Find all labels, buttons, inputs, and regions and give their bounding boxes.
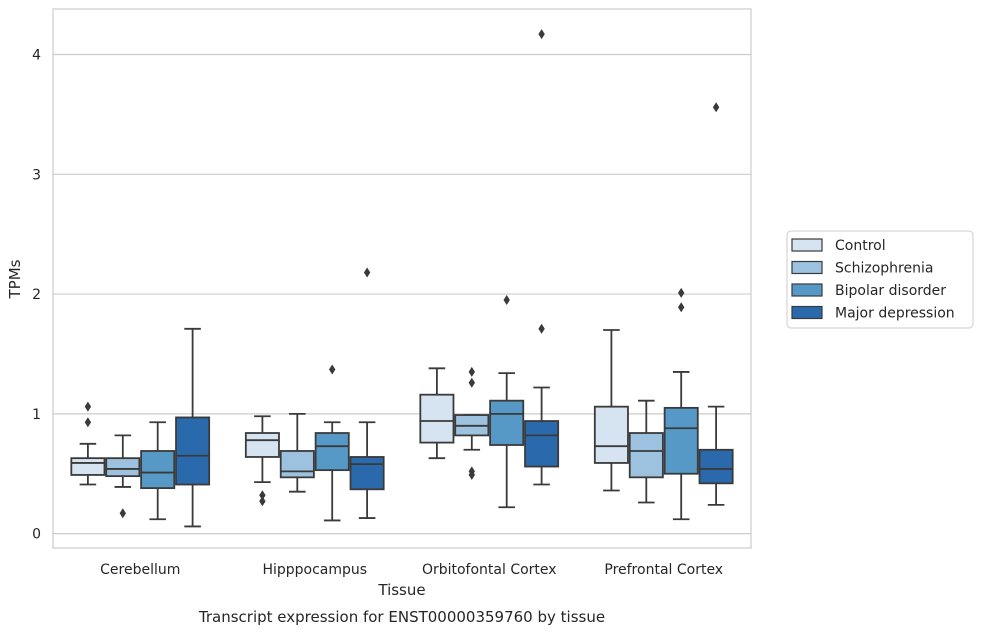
legend-label: Schizophrenia — [835, 261, 933, 277]
box-2-3 — [524, 29, 560, 486]
x-tick-label: Hipppocampus — [262, 562, 367, 578]
outlier-point — [363, 267, 371, 278]
box-2-1 — [454, 366, 490, 480]
box-iqr — [279, 450, 315, 479]
outlier-point — [468, 377, 475, 388]
box-3-0 — [593, 329, 629, 492]
box-0-1 — [105, 434, 141, 519]
box-0-2 — [140, 421, 176, 521]
box-marks — [70, 29, 734, 528]
outlier-point — [678, 287, 685, 298]
box-iqr — [175, 416, 211, 486]
box-2-2 — [489, 295, 525, 509]
outlier-point — [538, 29, 545, 40]
grid-lines — [53, 53, 751, 535]
box-iqr — [70, 457, 106, 476]
outlier-point — [678, 302, 685, 313]
y-tick-label: 0 — [32, 527, 41, 543]
legend: Control Schizophrenia Bipolar disorder Majo… — [786, 230, 974, 329]
y-tick-label: 2 — [32, 287, 41, 303]
box-2-0 — [419, 367, 455, 460]
x-tick-label: Orbitofontal Cortex — [422, 562, 557, 578]
outlier-point — [259, 496, 266, 507]
box-iqr — [593, 405, 629, 464]
outlier-point — [468, 366, 475, 377]
legend-swatch — [791, 260, 823, 275]
y-tick-label: 1 — [32, 407, 41, 423]
box-3-2 — [663, 287, 699, 521]
outlier-point — [538, 323, 545, 334]
outlier-point — [84, 417, 92, 428]
box-3-1 — [628, 399, 664, 504]
box-0-3 — [175, 327, 211, 528]
box-1-2 — [314, 364, 350, 522]
y-tick-label: 4 — [32, 48, 41, 64]
x-axis-title: Tissue — [377, 581, 425, 599]
box-3-3 — [698, 102, 734, 506]
legend-swatch — [791, 238, 823, 252]
box-iqr — [663, 406, 699, 475]
x-tick-label: Cerebellum — [100, 562, 180, 578]
outlier-point — [119, 508, 126, 519]
box-iqr — [349, 456, 385, 491]
plot-frame — [52, 8, 752, 549]
outlier-point — [468, 466, 475, 477]
x-tick-labels: Cerebellum Hipppocampus Orbitofontal Corte… — [100, 562, 723, 578]
y-axis-title: TPMs — [6, 259, 24, 299]
legend-label: Control — [835, 238, 886, 254]
y-tick-labels: 0 1 2 3 4 — [32, 48, 41, 543]
outlier-point — [503, 295, 510, 306]
box-iqr — [105, 457, 141, 478]
box-1-3 — [349, 267, 385, 519]
outlier-point — [329, 364, 336, 375]
box-iqr — [524, 420, 560, 468]
box-1-1 — [279, 412, 315, 493]
box-iqr — [140, 450, 176, 490]
legend-swatch — [791, 283, 823, 297]
box-0-0 — [70, 401, 106, 486]
box-1-0 — [244, 415, 280, 507]
legend-frame — [786, 230, 974, 329]
legend-swatch — [791, 305, 823, 320]
legend-label: Bipolar disorder — [835, 283, 946, 299]
outlier-point — [712, 102, 720, 113]
box-iqr — [244, 432, 280, 458]
outlier-point — [84, 401, 92, 412]
y-tick-label: 3 — [32, 167, 41, 183]
outlier-point — [259, 490, 266, 501]
box-iqr — [314, 432, 350, 472]
legend-label: Major depression — [835, 306, 955, 322]
box-iqr — [698, 448, 734, 485]
x-tick-label: Prefrontal Cortex — [604, 562, 723, 578]
box-iqr — [489, 399, 525, 446]
box-iqr — [419, 393, 455, 444]
chart-caption: Transcript expression for ENST0000035976… — [198, 608, 605, 626]
box-iqr — [628, 432, 664, 479]
